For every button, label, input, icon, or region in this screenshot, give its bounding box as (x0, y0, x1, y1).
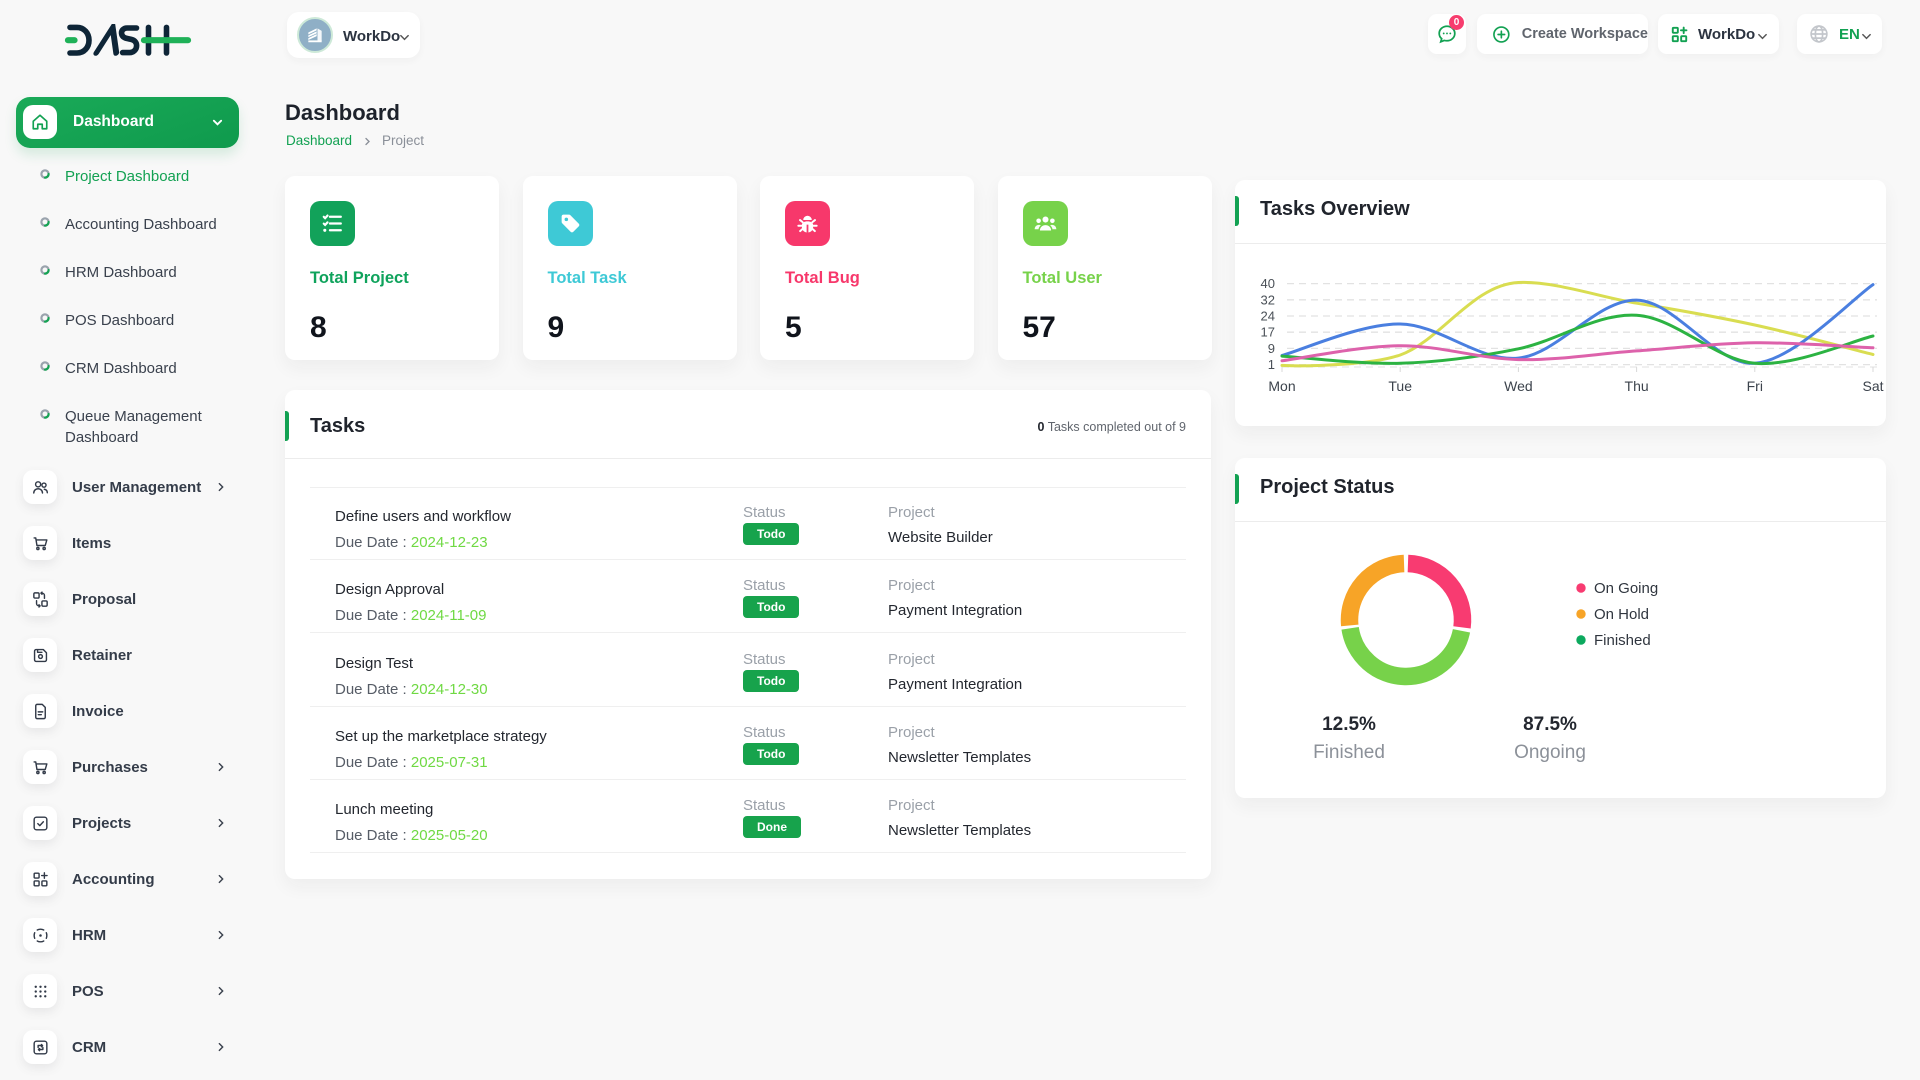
svg-text:Tue: Tue (1388, 378, 1412, 394)
svg-text:On Hold: On Hold (1594, 606, 1649, 623)
svg-text:Finished: Finished (1594, 632, 1651, 649)
svg-text:Thu: Thu (1625, 378, 1649, 394)
svg-text:12.5%: 12.5% (1322, 714, 1376, 735)
svg-text:1: 1 (1268, 357, 1275, 372)
svg-text:Finished: Finished (1313, 742, 1385, 763)
svg-text:9: 9 (1268, 341, 1275, 356)
svg-text:24: 24 (1261, 309, 1275, 324)
svg-text:87.5%: 87.5% (1523, 714, 1577, 735)
svg-text:Fri: Fri (1747, 378, 1763, 394)
svg-text:Mon: Mon (1268, 378, 1295, 394)
svg-text:On Going: On Going (1594, 580, 1658, 597)
svg-text:32: 32 (1261, 292, 1275, 307)
svg-text:Sat: Sat (1862, 378, 1883, 394)
svg-text:17: 17 (1261, 325, 1275, 340)
svg-text:40: 40 (1261, 276, 1275, 291)
svg-text:Wed: Wed (1504, 378, 1533, 394)
svg-text:Ongoing: Ongoing (1514, 742, 1586, 763)
